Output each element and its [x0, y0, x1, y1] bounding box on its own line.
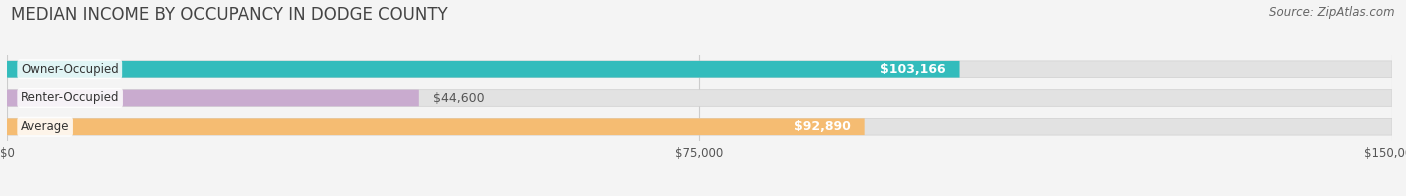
Text: $44,600: $44,600	[433, 92, 484, 104]
Text: $103,166: $103,166	[880, 63, 946, 76]
FancyBboxPatch shape	[7, 90, 1392, 106]
Text: Owner-Occupied: Owner-Occupied	[21, 63, 118, 76]
FancyBboxPatch shape	[7, 61, 959, 78]
Text: Renter-Occupied: Renter-Occupied	[21, 92, 120, 104]
FancyBboxPatch shape	[7, 118, 1392, 135]
FancyBboxPatch shape	[7, 61, 1392, 78]
FancyBboxPatch shape	[7, 118, 865, 135]
Text: Source: ZipAtlas.com: Source: ZipAtlas.com	[1270, 6, 1395, 19]
Text: MEDIAN INCOME BY OCCUPANCY IN DODGE COUNTY: MEDIAN INCOME BY OCCUPANCY IN DODGE COUN…	[11, 6, 449, 24]
Text: $92,890: $92,890	[794, 120, 851, 133]
FancyBboxPatch shape	[7, 90, 419, 106]
Text: Average: Average	[21, 120, 69, 133]
